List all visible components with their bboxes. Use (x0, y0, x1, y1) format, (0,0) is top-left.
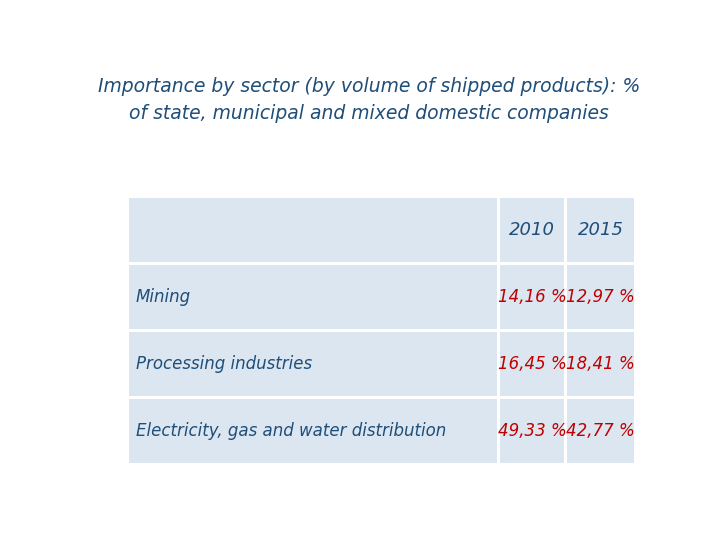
Text: 14,16 %: 14,16 % (498, 288, 567, 306)
FancyBboxPatch shape (129, 332, 497, 396)
FancyBboxPatch shape (129, 265, 497, 329)
Text: 16,45 %: 16,45 % (498, 355, 567, 373)
Text: 42,77 %: 42,77 % (566, 422, 635, 440)
Text: 12,97 %: 12,97 % (566, 288, 635, 306)
Text: Processing industries: Processing industries (136, 355, 312, 373)
Text: Electricity, gas and water distribution: Electricity, gas and water distribution (136, 422, 446, 440)
Text: 2015: 2015 (577, 221, 624, 239)
FancyBboxPatch shape (567, 198, 634, 262)
FancyBboxPatch shape (129, 399, 497, 463)
FancyBboxPatch shape (567, 332, 634, 396)
FancyBboxPatch shape (500, 265, 564, 329)
Text: Mining: Mining (136, 288, 191, 306)
Text: Importance by sector (by volume of shipped products): %
of state, municipal and : Importance by sector (by volume of shipp… (98, 77, 640, 123)
Text: 2010: 2010 (509, 221, 555, 239)
FancyBboxPatch shape (129, 198, 497, 262)
FancyBboxPatch shape (567, 265, 634, 329)
FancyBboxPatch shape (500, 332, 564, 396)
FancyBboxPatch shape (500, 198, 564, 262)
FancyBboxPatch shape (500, 399, 564, 463)
Text: 49,33 %: 49,33 % (498, 422, 567, 440)
FancyBboxPatch shape (567, 399, 634, 463)
Text: 18,41 %: 18,41 % (566, 355, 635, 373)
